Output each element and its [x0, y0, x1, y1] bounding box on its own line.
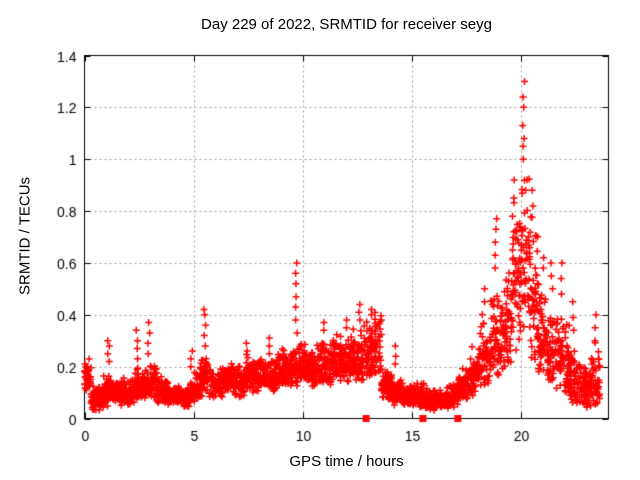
x-axis-label: GPS time / hours	[289, 453, 404, 470]
y-axis-label: SRMTID / TECUs	[16, 176, 34, 296]
chart-title: Day 229 of 2022, SRMTID for receiver sey…	[201, 16, 492, 33]
